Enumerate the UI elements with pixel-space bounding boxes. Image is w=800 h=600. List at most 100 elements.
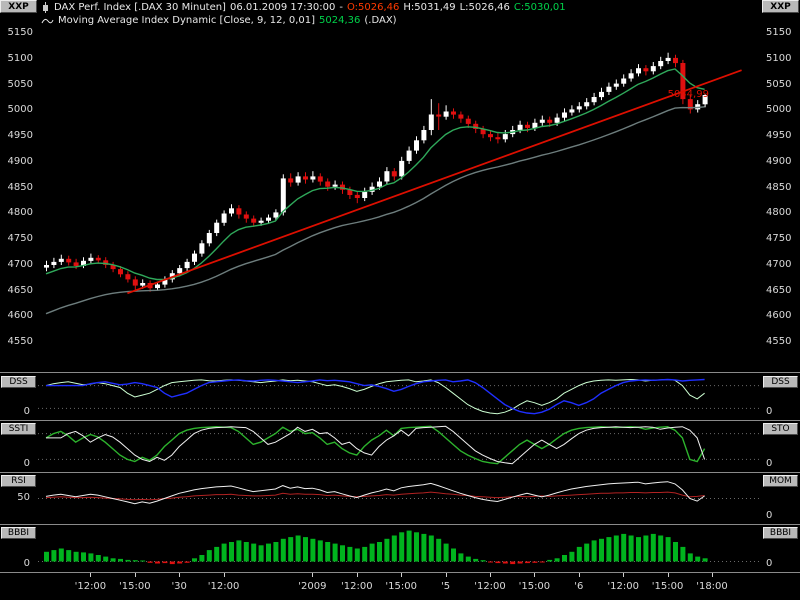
time-axis-tick (623, 573, 625, 577)
bbbi-bar (562, 555, 567, 562)
bbbi-bar (421, 533, 427, 562)
bbbi-bar (340, 545, 345, 562)
quote-open: O:5026,46 (346, 2, 400, 13)
bbbi-bar (436, 538, 442, 562)
time-axis-label: '12:00 (207, 581, 240, 592)
time-axis-label: '12:00 (341, 581, 373, 592)
bbbi-bar (599, 538, 604, 562)
price-axis-label: 4900 (766, 156, 792, 167)
bbbi-bar (473, 558, 479, 562)
bbbi-bar (214, 546, 220, 562)
bbbi-bar (192, 558, 197, 562)
price-axis-label: 4800 (7, 207, 33, 218)
panel-separator (0, 572, 800, 573)
price-axis-label: 4700 (7, 259, 33, 270)
panel-scale-label: 0 (766, 406, 773, 417)
bbbi-bar (110, 558, 116, 562)
bbbi-bar (443, 543, 449, 562)
price-axis-label: 4850 (766, 182, 792, 193)
time-axis: '12:00 '15:00 '30 '12:00 '2009 '12:00 '15:00 '5… (0, 573, 800, 600)
bbbi-bar (510, 561, 516, 565)
xxp-badge-right[interactable]: XXP (762, 0, 799, 13)
bbbi-bar (428, 535, 434, 562)
time-axis-label: '15:00 (518, 581, 551, 592)
main-chart-canvas[interactable]: 5044,99 (38, 0, 762, 372)
bbbi-bar (44, 551, 49, 562)
time-axis-label: '18:00 (696, 581, 728, 592)
bbbi-bar (406, 530, 412, 562)
time-axis-tick (356, 573, 358, 577)
bbbi-panel[interactable] (38, 525, 762, 572)
bbbi-bar (280, 538, 286, 562)
bbbi-bar (266, 543, 271, 562)
price-axis-label: 4550 (7, 336, 33, 347)
bbbi-bar (251, 543, 257, 562)
price-axis-label: 4650 (7, 285, 33, 296)
bbbi-bar (162, 561, 168, 564)
time-axis-label: '30 (171, 581, 187, 592)
panel-label-ssti-left: SSTI (1, 423, 36, 435)
bbbi-bar (399, 532, 405, 562)
price-axis-label: 4950 (7, 130, 33, 141)
bbbi-bar (458, 553, 464, 562)
bbbi-bar (325, 542, 331, 562)
indicator-title: Moving Average Index Dynamic [Close, 9, … (58, 15, 316, 26)
price-axis-label: 5000 (7, 104, 33, 115)
rsi-line-line (45, 481, 705, 505)
price-axis-label: 5100 (7, 53, 33, 64)
time-axis-label: '12:00 (607, 581, 639, 592)
bbbi-bar (88, 553, 94, 562)
bbbi-bar (606, 537, 612, 562)
bbbi-bar (584, 543, 590, 562)
bbbi-bar (680, 546, 686, 562)
indicator-row: Moving Average Index Dynamic [Close, 9, … (41, 14, 566, 27)
bbbi-bar (525, 561, 530, 564)
dss-panel-canvas[interactable] (38, 374, 762, 420)
bbbi-bar (695, 556, 701, 562)
left-axis-gutter: XXP 5150 5100 5050 5000 4950 4900 4850 4800 4750… (0, 0, 38, 600)
bbbi-bar (384, 538, 390, 562)
bbbi-bar (502, 561, 508, 564)
bbbi-bar (177, 561, 183, 564)
main-chart-area[interactable]: 5044,99 (38, 0, 762, 372)
sto-panel[interactable] (38, 421, 762, 472)
bbbi-bar (184, 561, 190, 563)
mom-panel[interactable] (38, 473, 762, 524)
bbbi-bar (628, 535, 634, 562)
panel-label-mom-right: MOM (763, 475, 798, 487)
time-axis-tick (401, 573, 403, 577)
mom-line-line (45, 491, 705, 501)
bbbi-bar (81, 552, 86, 562)
price-axis-label: 5050 (7, 79, 33, 90)
panel-label-sto-right: STO (763, 423, 798, 435)
dss-panel[interactable] (38, 374, 762, 420)
panel-separator (0, 472, 800, 473)
bbbi-bar (636, 537, 641, 562)
panel-separator (0, 420, 800, 421)
price-axis-label: 4950 (766, 130, 792, 141)
bbbi-bar (229, 542, 234, 562)
sto-panel-canvas[interactable] (38, 421, 762, 472)
time-axis-label: '15:00 (651, 581, 684, 592)
bbbi-bar (125, 559, 131, 562)
bbbi-bar (295, 535, 301, 562)
chart-title-overlay: DAX Perf. Index [.DAX 30 Minuten] 06.01.… (41, 1, 566, 27)
bbbi-panel-canvas[interactable] (38, 525, 762, 572)
time-axis-tick (134, 573, 136, 577)
time-axis-label: '2009 (298, 581, 327, 592)
mom-panel-canvas[interactable] (38, 473, 762, 524)
bbbi-bar (58, 548, 64, 562)
quote-row: DAX Perf. Index [.DAX 30 Minuten] 06.01.… (41, 1, 566, 14)
bbbi-bar (569, 551, 575, 562)
bbbi-bar (103, 556, 109, 562)
panel-scale-label: 0 (23, 558, 30, 569)
time-axis-tick (490, 573, 491, 577)
dss-main-line (46, 378, 705, 415)
xxp-badge-left[interactable]: XXP (0, 0, 37, 13)
bbbi-bar (243, 542, 249, 562)
bbbi-bar (206, 550, 212, 562)
bbbi-bar (658, 535, 664, 562)
time-axis-tick (712, 573, 713, 577)
price-axis-label: 4750 (7, 233, 33, 244)
bbbi-bar (221, 543, 227, 562)
